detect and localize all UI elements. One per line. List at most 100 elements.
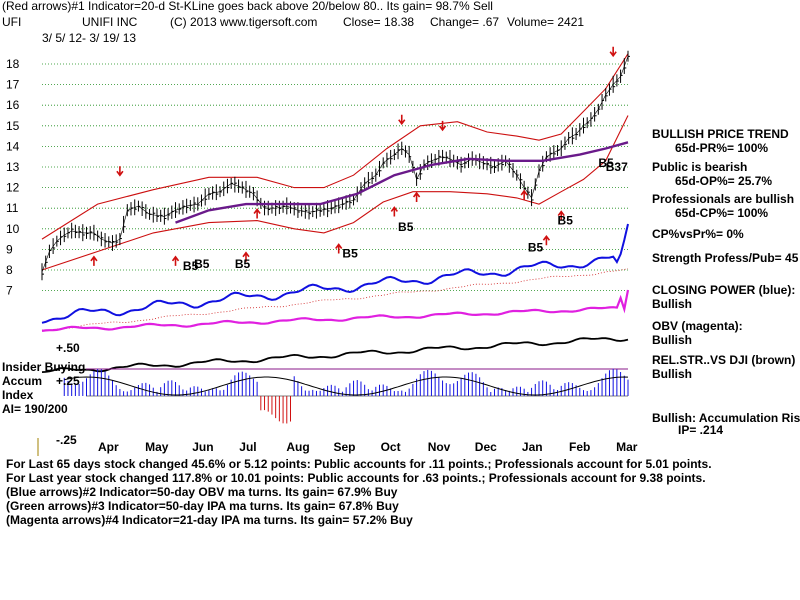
red-down-arrow [609, 46, 617, 58]
month-feb: Feb [569, 440, 590, 454]
closing-power-value: Bullish [652, 297, 693, 311]
cpvspr-value: CP%vsPr%= 0% [652, 227, 744, 241]
moving-average [175, 141, 629, 224]
close-line [41, 56, 629, 273]
relstr-value: Bullish [652, 367, 693, 381]
index-label: Index [2, 388, 34, 402]
strength-value: Strength Profess/Pub= 45 [652, 251, 799, 265]
y-tick-15: 15 [6, 119, 20, 133]
red-down-arrow [116, 166, 124, 177]
pr-value: 65d-PR%= 100% [675, 141, 769, 155]
month-aug: Aug [286, 440, 309, 454]
price-bands [41, 53, 629, 271]
month-nov: Nov [428, 440, 451, 454]
date-range: 3/ 5/ 12- 3/ 19/ 13 [42, 31, 137, 45]
y-tick-17: 17 [6, 78, 20, 92]
red-down-arrow [438, 120, 447, 132]
red-up-arrow [412, 191, 421, 203]
obv-label: OBV (magenta): [652, 319, 743, 333]
red-up-arrow [390, 206, 398, 217]
red-up-arrow [171, 255, 180, 266]
month-may: May [145, 440, 169, 454]
signal-label: B5 [598, 156, 614, 170]
obv-value: Bullish [652, 333, 693, 347]
y-tick-18: 18 [6, 57, 20, 71]
red-up-arrow [542, 234, 551, 246]
y-tick-11: 11 [6, 201, 19, 215]
red-down-arrow [398, 114, 406, 126]
op-value: 65d-OP%= 25.7% [675, 174, 773, 188]
y-tick-labels: 18 17 16 15 14 13 12 11 10 9 8 7 [6, 57, 20, 298]
ip-value: IP= .214 [678, 423, 724, 437]
month-sep: Sep [334, 440, 356, 454]
upper-band-line [41, 53, 629, 240]
minus25-label: -.25 [56, 433, 77, 447]
close-label: Close= 18.38 [343, 15, 415, 29]
accum-left-label: Accum [2, 374, 43, 388]
insider-label: Insider Buying [2, 360, 86, 374]
footer-line2: For Last year stock changed 117.8% or 10… [6, 471, 706, 485]
month-jul: Jul [239, 440, 256, 454]
relstr-line [41, 337, 629, 373]
pros-label: Professionals are bullish [652, 192, 795, 206]
public-label: Public is bearish [652, 160, 748, 174]
signal-label: B5 [528, 240, 544, 254]
month-apr: Apr [98, 440, 119, 454]
footer-line4: (Green arrows)#3 Indicator=50-day IPA ma… [6, 499, 399, 513]
y-tick-12: 12 [6, 181, 20, 195]
red-up-arrow [335, 243, 343, 254]
y-tick-10: 10 [6, 222, 20, 236]
closing-power-line [41, 223, 629, 324]
signal-label: B5 [183, 259, 199, 273]
y-tick-16: 16 [6, 98, 20, 112]
month-jan: Jan [522, 440, 543, 454]
signal-label: B5 [398, 220, 414, 234]
accum-ma-line [64, 376, 629, 396]
month-mar: Mar [616, 440, 638, 454]
ticker-label: UFI [2, 15, 22, 29]
y-tick-8: 8 [6, 263, 13, 277]
signal-label: B5 [194, 257, 210, 271]
footer-line3: (Blue arrows)#2 Indicator=50-day OBV ma … [6, 485, 398, 499]
signal-label: B37 [606, 160, 628, 174]
closing-power-ma-line [41, 268, 629, 331]
accum-label: Bullish: Accumulation Risi [652, 411, 800, 425]
red-up-arrow [90, 255, 98, 266]
plus25-label: +.25 [56, 374, 80, 388]
plus50-label: +.50 [56, 341, 80, 355]
y-tick-13: 13 [6, 160, 20, 174]
header-line1: (Red arrows)#1 Indicator=20-d St-KLine g… [2, 0, 493, 13]
month-oct: Oct [381, 440, 401, 454]
trend-title: BULLISH PRICE TREND [652, 127, 789, 141]
red-up-arrow [242, 251, 250, 262]
signal-label: B5 [342, 247, 358, 261]
ma-line [175, 141, 629, 224]
footer-line1: For Last 65 days stock changed 45.6% or … [6, 457, 712, 471]
red-up-arrow [520, 189, 528, 200]
y-tick-7: 7 [6, 284, 13, 298]
copyright-label: (C) 2013 www.tigersoft.com [170, 15, 318, 29]
y-tick-9: 9 [6, 242, 13, 256]
indicator-lines [41, 223, 630, 373]
company-label: UNIFI INC [82, 15, 138, 29]
footer-line5: (Magenta arrows)#4 Indicator=21-day IPA … [6, 513, 413, 527]
grid-lines [42, 63, 628, 292]
red-up-arrow [557, 210, 565, 221]
change-label: Change= .67 [430, 15, 500, 29]
obv-line [41, 289, 630, 332]
ai-label: AI= 190/200 [2, 402, 68, 416]
closing-power-label: CLOSING POWER (blue): [652, 283, 796, 297]
cp-value: 65d-CP%= 100% [675, 206, 769, 220]
lower-band-line [41, 115, 629, 271]
y-tick-14: 14 [6, 139, 20, 153]
accum-index-histogram [37, 368, 629, 456]
month-dec: Dec [475, 440, 497, 454]
signal-label: B5 [558, 214, 574, 228]
x-month-labels: Apr May Jun Jul Aug Sep Oct Nov Dec Jan Feb Mar [98, 440, 638, 454]
volume-label: Volume= 2421 [507, 15, 585, 29]
relstr-label: REL.STR..VS DJI (brown) [652, 353, 796, 367]
month-jun: Jun [192, 440, 213, 454]
red-up-arrow [253, 208, 261, 219]
